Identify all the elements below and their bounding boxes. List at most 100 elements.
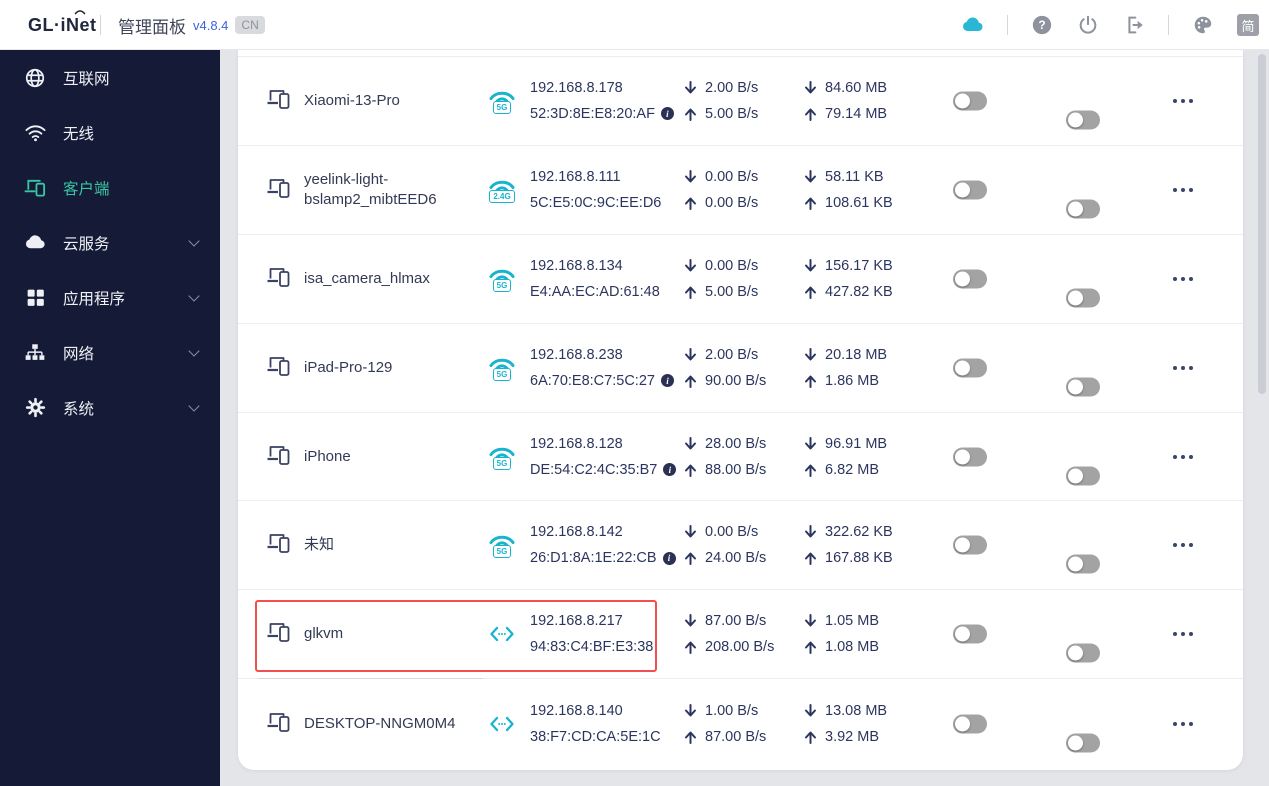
sidebar-item-system[interactable]: 系统 — [0, 380, 220, 435]
upload-total: 167.88 KB — [825, 550, 893, 567]
chevron-down-icon — [188, 290, 200, 302]
upload-arrow-icon — [805, 641, 816, 655]
toggle-switch-2[interactable] — [1066, 466, 1100, 485]
power-icon[interactable] — [1076, 13, 1100, 37]
toggle-knob — [955, 716, 970, 732]
download-speed: 28.00 B/s — [705, 435, 767, 452]
brand-logo[interactable]: GL·iNet — [28, 0, 97, 50]
upload-arrow-icon — [685, 375, 696, 388]
upload-arrow-icon — [685, 641, 696, 655]
panel-title-text: 管理面板 — [118, 17, 186, 37]
more-options-button[interactable] — [1171, 271, 1195, 287]
wired-connection-icon — [482, 626, 522, 643]
more-options-button[interactable] — [1171, 537, 1195, 553]
more-options-button[interactable] — [1171, 716, 1195, 732]
client-row: Xiaomi-13-Pro 5G 192.168.8.178 52:3D:8E:… — [238, 57, 1243, 146]
toggle-switch-1[interactable] — [953, 624, 987, 644]
device-icon — [266, 709, 292, 738]
traffic-column: 20.18 MB 1.86 MB — [804, 342, 887, 394]
toggle-switch-2[interactable] — [1066, 199, 1100, 219]
more-options-button[interactable] — [1171, 360, 1195, 376]
info-icon[interactable]: i — [660, 107, 674, 121]
upload-arrow-icon — [685, 286, 696, 299]
upload-total: 6.82 MB — [825, 461, 879, 478]
toggle-switch-1[interactable] — [953, 91, 987, 111]
download-arrow-icon — [805, 703, 816, 717]
sidebar-item-apps[interactable]: 应用程序 — [0, 270, 220, 325]
upload-speed: 87.00 B/s — [705, 728, 767, 745]
toggle-switch-2[interactable] — [1066, 643, 1100, 663]
download-total: 322.62 KB — [825, 524, 893, 541]
upload-speed: 5.00 B/s — [705, 105, 759, 122]
toggle-switch-1[interactable] — [953, 714, 987, 734]
scrollbar-thumb[interactable] — [1258, 54, 1266, 394]
download-speed: 2.00 B/s — [705, 79, 759, 96]
sidebar-item-internet[interactable]: 互联网 — [0, 50, 220, 105]
upload-arrow-icon — [805, 286, 816, 299]
toggle-switch-1[interactable] — [953, 447, 987, 466]
more-options-button[interactable] — [1171, 93, 1195, 109]
toggle-switch-1[interactable] — [953, 535, 987, 555]
client-ip: 192.168.8.140 — [530, 702, 623, 719]
upload-speed: 24.00 B/s — [705, 550, 767, 567]
wired-connection-icon — [482, 715, 522, 732]
theme-icon[interactable] — [1191, 13, 1215, 37]
sidebar-item-label: 系统 — [63, 400, 95, 418]
sidebar-item-label: 互联网 — [63, 70, 110, 88]
internet-icon — [23, 66, 47, 90]
toggle-switch-1[interactable] — [953, 269, 987, 289]
download-arrow-icon — [685, 525, 696, 538]
client-mac: E4:AA:EC:AD:61:48 — [530, 283, 660, 300]
sidebar-item-cloud[interactable]: 云服务 — [0, 215, 220, 270]
download-arrow-icon — [805, 525, 816, 538]
info-icon[interactable]: i — [660, 374, 674, 388]
toggle-switch-2[interactable] — [1066, 554, 1100, 574]
logout-icon[interactable] — [1122, 13, 1146, 37]
traffic-column: 322.62 KB 167.88 KB — [804, 519, 893, 571]
toggle-switch-1[interactable] — [953, 358, 987, 378]
clipped-row — [238, 50, 1243, 57]
traffic-column: 13.08 MB 3.92 MB — [804, 698, 887, 750]
cloud-status-icon[interactable] — [961, 13, 985, 37]
toggle-switch-2[interactable] — [1066, 288, 1100, 308]
logo-wifi-arc-icon — [74, 10, 86, 15]
toggle-switch-2[interactable] — [1066, 110, 1100, 130]
client-ip: 192.168.8.134 — [530, 257, 623, 274]
apps-icon — [23, 286, 47, 310]
speed-column: 2.00 B/s 90.00 B/s — [684, 342, 766, 394]
upload-total: 79.14 MB — [825, 105, 888, 122]
traffic-column: 84.60 MB 79.14 MB — [804, 75, 887, 127]
sidebar-item-network[interactable]: 网络 — [0, 325, 220, 380]
toggle-switch-2[interactable] — [1066, 377, 1100, 397]
client-row: isa_camera_hlmax 5G 192.168.8.134 E4:AA:… — [238, 235, 1243, 324]
traffic-column: 1.05 MB 1.08 MB — [804, 608, 879, 660]
more-options-button[interactable] — [1171, 626, 1195, 642]
speed-column: 87.00 B/s 208.00 B/s — [684, 608, 774, 660]
annotation-underline — [258, 678, 483, 680]
svg-text:?: ? — [1038, 18, 1045, 32]
upload-arrow-icon — [685, 731, 696, 744]
more-options-button[interactable] — [1171, 182, 1195, 198]
language-badge[interactable]: 简 — [1237, 14, 1259, 36]
toggle-switch-2[interactable] — [1066, 733, 1100, 753]
client-ip: 192.168.8.111 — [530, 168, 621, 185]
wifi-connection-icon: 5G — [482, 266, 522, 292]
toggle-switch-1[interactable] — [953, 180, 987, 200]
sidebar-item-wireless[interactable]: 无线 — [0, 105, 220, 160]
client-ip: 192.168.8.238 — [530, 346, 623, 363]
more-options-button[interactable] — [1171, 449, 1195, 465]
download-total: 1.05 MB — [825, 613, 879, 630]
help-icon[interactable]: ? — [1030, 13, 1054, 37]
client-mac: 38:F7:CD:CA:5E:1C — [530, 728, 661, 745]
device-icon — [266, 86, 292, 115]
wifi-band-badge: 5G — [492, 456, 512, 470]
download-arrow-icon — [805, 258, 816, 272]
sidebar-item-label: 云服务 — [63, 235, 110, 253]
speed-column: 0.00 B/s 5.00 B/s — [684, 253, 758, 305]
sidebar-item-clients[interactable]: 客户端 — [0, 160, 220, 215]
download-total: 96.91 MB — [825, 435, 888, 452]
info-icon[interactable]: i — [663, 463, 677, 476]
info-icon[interactable]: i — [662, 551, 676, 565]
client-mac: 94:83:C4:BF:E3:38 — [530, 639, 654, 656]
client-address: 192.168.8.128 DE:54:C2:4C:35:B7 i — [530, 431, 708, 483]
